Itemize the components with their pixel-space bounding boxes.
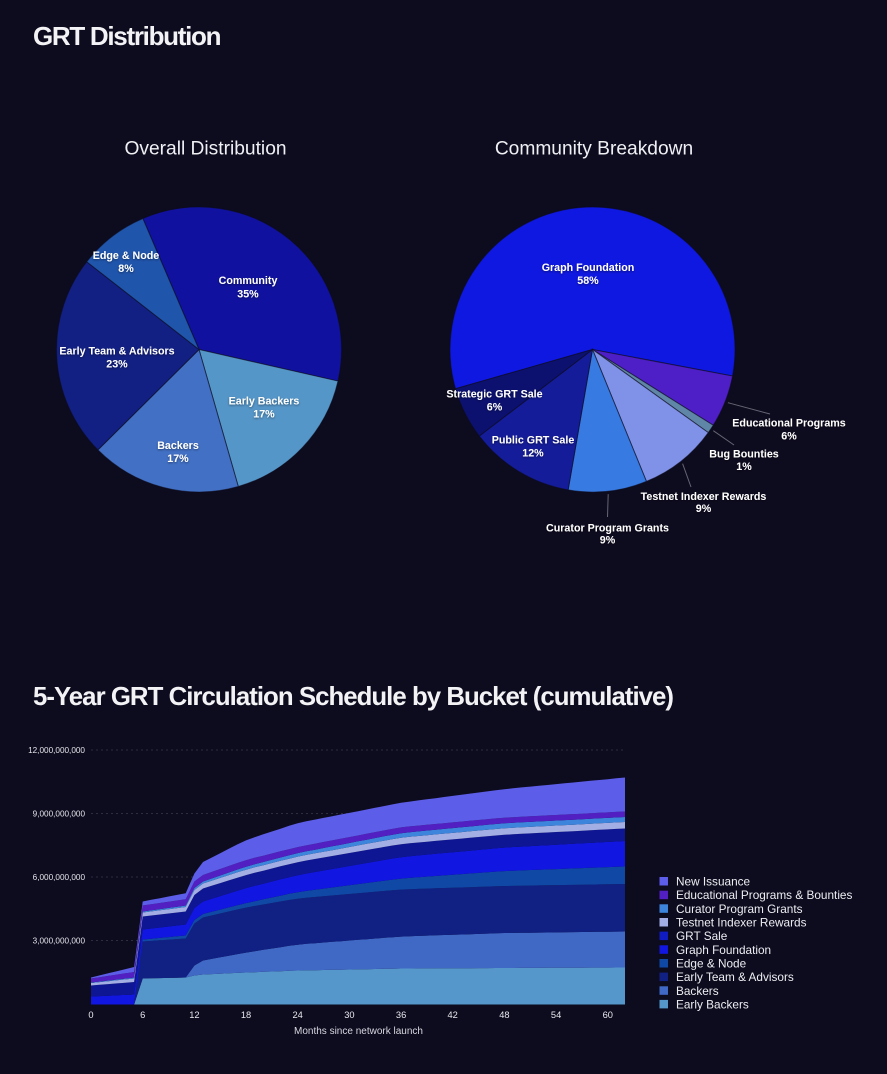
svg-text:Strategic GRT Sale: Strategic GRT Sale [446,389,542,401]
svg-text:Early Team & Advisors: Early Team & Advisors [59,346,174,358]
svg-text:Months since network launch: Months since network launch [294,1026,423,1037]
svg-text:17%: 17% [167,453,189,465]
svg-text:Early Backers: Early Backers [229,396,300,408]
svg-text:Edge & Node: Edge & Node [93,250,160,262]
svg-text:30: 30 [344,1010,354,1020]
svg-text:New Issuance: New Issuance [676,875,751,889]
svg-text:Edge & Node: Edge & Node [676,957,747,971]
svg-text:12,000,000,000: 12,000,000,000 [28,746,85,755]
svg-text:23%: 23% [106,359,128,371]
svg-text:Graph Foundation: Graph Foundation [542,262,635,274]
svg-text:18: 18 [241,1010,251,1020]
svg-text:Community Breakdown: Community Breakdown [495,139,693,160]
svg-text:9%: 9% [600,535,616,547]
svg-text:12%: 12% [522,448,544,460]
svg-text:12: 12 [189,1010,199,1020]
svg-text:9,000,000,000: 9,000,000,000 [33,810,86,819]
svg-text:58%: 58% [577,275,599,287]
svg-text:24: 24 [293,1010,303,1020]
svg-text:8%: 8% [118,263,134,275]
svg-text:54: 54 [551,1010,561,1020]
svg-text:Backers: Backers [676,984,719,998]
svg-text:6%: 6% [487,402,503,414]
svg-text:3,000,000,000: 3,000,000,000 [33,937,86,946]
svg-text:Educational Programs & Bountie: Educational Programs & Bounties [676,888,852,902]
svg-text:6: 6 [140,1010,145,1020]
svg-text:60: 60 [603,1010,613,1020]
svg-text:Early Backers: Early Backers [676,997,749,1011]
svg-text:0: 0 [88,1010,93,1020]
svg-text:Curator Program Grants: Curator Program Grants [546,523,669,535]
svg-text:9%: 9% [696,503,712,515]
svg-text:Overall Distribution: Overall Distribution [124,139,286,160]
svg-text:Graph Foundation: Graph Foundation [676,943,771,957]
svg-text:Testnet Indexer Rewards: Testnet Indexer Rewards [676,916,807,930]
svg-text:Early Team & Advisors: Early Team & Advisors [676,970,794,984]
svg-text:36: 36 [396,1010,406,1020]
svg-text:6%: 6% [781,431,797,443]
svg-text:Curator Program Grants: Curator Program Grants [676,902,803,916]
svg-text:Public GRT Sale: Public GRT Sale [492,435,575,447]
svg-text:Educational Programs: Educational Programs [732,418,845,430]
svg-text:1%: 1% [736,461,752,473]
svg-text:6,000,000,000: 6,000,000,000 [33,873,86,882]
svg-text:Bug Bounties: Bug Bounties [709,449,779,461]
svg-text:Testnet Indexer Rewards: Testnet Indexer Rewards [641,491,767,503]
svg-text:17%: 17% [253,409,275,421]
svg-text:5-Year GRT Circulation Schedul: 5-Year GRT Circulation Schedule by Bucke… [33,683,673,711]
svg-text:GRT Distribution: GRT Distribution [33,21,221,51]
svg-text:35%: 35% [237,289,259,301]
svg-text:Community: Community [219,275,278,287]
svg-text:GRT Sale: GRT Sale [676,929,728,943]
svg-text:Backers: Backers [157,440,199,452]
svg-text:42: 42 [448,1010,458,1020]
svg-text:48: 48 [499,1010,509,1020]
